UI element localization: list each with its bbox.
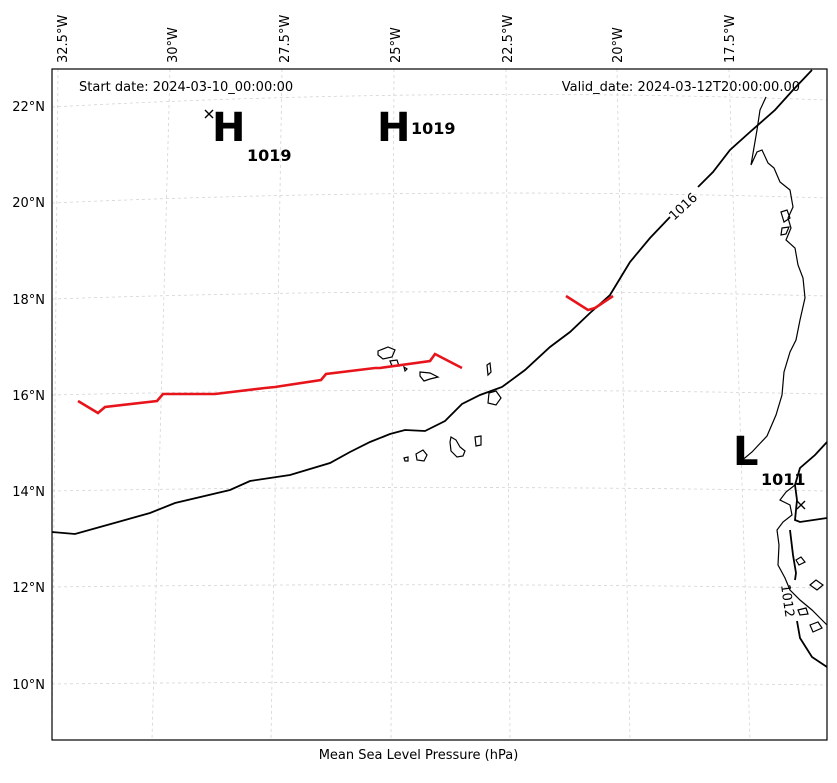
isobar-label-1012: 1012: [777, 583, 796, 618]
bijagos-4: [809, 621, 823, 633]
lat-label-20n: 20°N: [12, 196, 45, 211]
latitude-labels: 22°N 20°N 18°N 16°N 14°N 12°N 10°N: [12, 100, 45, 693]
meridian-27-5w: [270, 68, 283, 741]
start-date-label: Start date: 2024-03-10_00:00:00: [79, 80, 293, 95]
longitude-labels: 32.5°W 30°W 27.5°W 25°W 22.5°W 20°W 17.5…: [56, 15, 738, 63]
cape-verde-fogo: [415, 449, 428, 462]
meridian-17-5w: [728, 68, 751, 741]
lat-label-12n: 12°N: [12, 581, 45, 596]
meridian-22-5w: [505, 68, 511, 741]
lat-label-16n: 16°N: [12, 389, 45, 404]
lat-label-22n: 22°N: [12, 100, 45, 115]
meridian-30w: [151, 68, 171, 741]
high-center-x-marker: [204, 109, 214, 119]
isobar-1012: [789, 441, 828, 668]
meridian-25w: [390, 68, 395, 741]
high-pressure-symbol-2: H: [377, 105, 410, 151]
front-east: [565, 294, 614, 312]
meridian-20w: [616, 68, 631, 741]
lon-label-17-5w: 17.5°W: [723, 15, 738, 63]
parallel-14n: [51, 487, 828, 492]
cape-verde-santa-luzia: [403, 365, 408, 373]
high-pressure-value-2: 1019: [411, 119, 456, 138]
graticule: [51, 68, 828, 741]
lon-label-32-5w: 32.5°W: [56, 15, 71, 63]
lat-label-18n: 18°N: [12, 293, 45, 308]
low-pressure-value: 1011: [761, 470, 806, 489]
africa-coast: [739, 96, 806, 463]
lon-label-20w: 20°W: [611, 27, 626, 63]
cape-verde-sao-nicolau: [419, 371, 440, 382]
map-frame: [51, 68, 828, 741]
meridian-32-5w: [51, 68, 59, 741]
high-pressure-symbol-1: H: [212, 105, 245, 151]
cape-verde-santiago: [449, 436, 466, 458]
high-pressure-symbol-2-clipped: H: [377, 105, 410, 151]
lon-label-25w: 25°W: [389, 27, 404, 63]
valid-date-label: Valid_date: 2024-03-12T20:00:00.00: [562, 80, 800, 95]
parallel-22n: [51, 94, 828, 108]
parallel-18n: [51, 291, 828, 300]
low-pressure-symbol: L: [733, 429, 759, 475]
cape-verde-brava: [403, 456, 409, 462]
cape-verde-sal: [486, 361, 492, 377]
isobar-label-1016: 1016: [666, 190, 700, 224]
high-pressure-value-1: 1019: [247, 146, 292, 165]
bijagos-3: [797, 607, 809, 616]
cape-verde-boa-vista: [487, 390, 502, 406]
pressure-center-markers: [204, 109, 806, 510]
lon-label-30w: 30°W: [166, 27, 181, 63]
low-center-x-marker: [796, 500, 806, 510]
lon-label-22-5w: 22.5°W: [501, 15, 516, 63]
canary-island-2: [780, 226, 790, 236]
parallel-20n: [51, 192, 828, 204]
isobars: [51, 69, 828, 668]
lat-label-10n: 10°N: [12, 678, 45, 693]
bijagos-1: [795, 556, 806, 566]
lat-label-14n: 14°N: [12, 485, 45, 500]
africa-coast-south: [776, 484, 828, 626]
fronts: [77, 294, 614, 415]
cape-verde-maio: [474, 435, 482, 447]
lon-label-27-5w: 27.5°W: [278, 15, 293, 63]
coastlines: [377, 96, 828, 633]
parallel-12n: [51, 584, 828, 589]
bijagos-2: [809, 579, 824, 591]
map-caption: Mean Sea Level Pressure (hPa): [318, 748, 519, 763]
parallel-10n: [51, 681, 828, 686]
cape-verde-santo-antao: [377, 346, 396, 360]
front-west: [77, 352, 463, 415]
canary-island: [780, 209, 791, 223]
isobar-1016: [51, 69, 813, 535]
